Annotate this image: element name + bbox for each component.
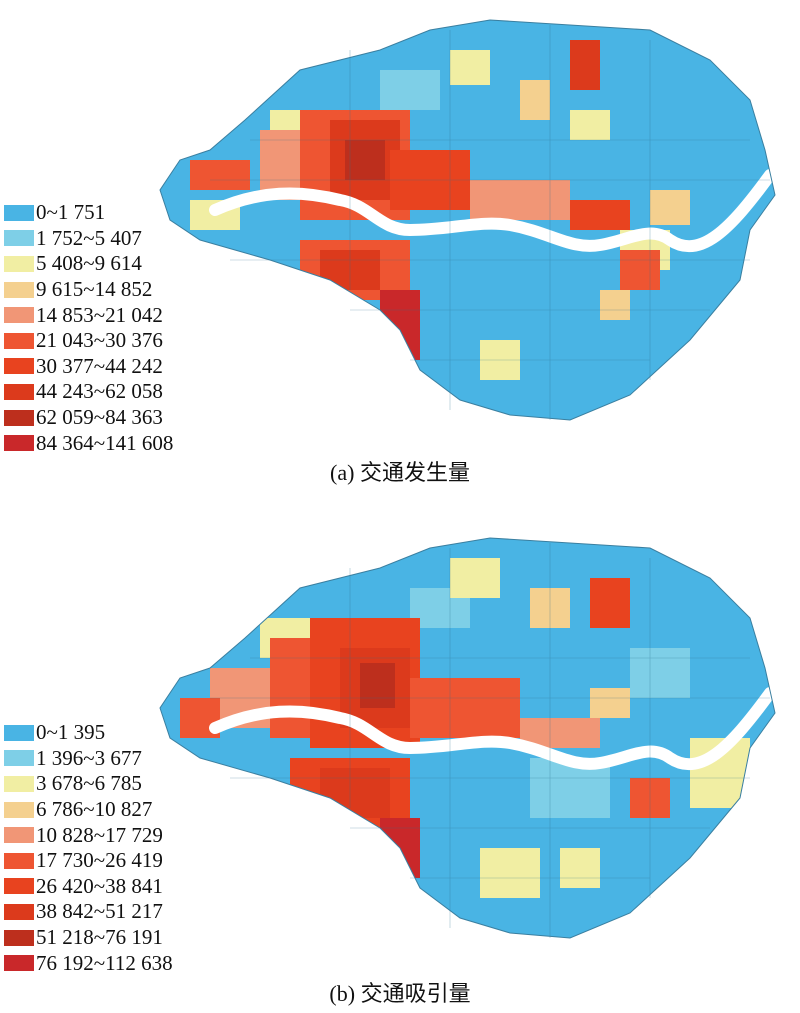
legend-swatch [4, 775, 34, 792]
panel-trip-attraction: 0~1 395 1 396~3 677 3 678~6 785 6 786~10… [0, 518, 800, 1013]
legend-label: 9 615~14 852 [36, 277, 153, 302]
choropleth-map-attraction [159, 537, 776, 939]
legend-item: 1 752~5 407 [4, 226, 173, 252]
legend-item: 51 218~76 191 [4, 925, 173, 951]
caption-generation: (a) 交通发生量 [330, 460, 470, 485]
legend-generation: 0~1 751 1 752~5 407 5 408~9 614 9 615~14… [4, 200, 173, 456]
legend-label: 30 377~44 242 [36, 353, 163, 378]
legend-label: 21 043~30 376 [36, 328, 163, 353]
legend-swatch [4, 409, 34, 426]
legend-swatch [4, 878, 34, 895]
legend-item: 10 828~17 729 [4, 822, 173, 848]
legend-swatch [4, 383, 34, 400]
legend-swatch [4, 281, 34, 298]
caption-attraction: (b) 交通吸引量 [329, 981, 471, 1006]
legend-label: 26 420~38 841 [36, 873, 163, 898]
legend-swatch [4, 307, 34, 324]
legend-label: 1 752~5 407 [36, 225, 142, 250]
legend-label: 51 218~76 191 [36, 925, 163, 950]
legend-swatch [4, 801, 34, 818]
legend-item: 76 192~112 638 [4, 950, 173, 976]
legend-swatch [4, 852, 34, 869]
legend-item: 6 786~10 827 [4, 797, 173, 823]
legend-item: 5 408~9 614 [4, 251, 173, 277]
legend-label: 38 842~51 217 [36, 899, 163, 924]
legend-label: 0~1 395 [36, 720, 106, 745]
legend-swatch [4, 724, 34, 741]
legend-label: 1 396~3 677 [36, 745, 142, 770]
legend-item: 21 043~30 376 [4, 328, 173, 354]
legend-item: 26 420~38 841 [4, 874, 173, 900]
legend-item: 38 842~51 217 [4, 899, 173, 925]
legend-item: 3 678~6 785 [4, 771, 173, 797]
panel-trip-generation: 0~1 751 1 752~5 407 5 408~9 614 9 615~14… [0, 0, 800, 500]
legend-swatch [4, 929, 34, 946]
legend-item: 62 059~84 363 [4, 405, 173, 431]
legend-swatch [4, 358, 34, 375]
legend-item: 84 364~141 608 [4, 430, 173, 456]
legend-label: 5 408~9 614 [36, 251, 142, 276]
legend-swatch [4, 955, 34, 972]
legend-label: 76 192~112 638 [36, 950, 173, 975]
legend-label: 62 059~84 363 [36, 405, 163, 430]
legend-swatch [4, 435, 34, 452]
legend-swatch [4, 230, 34, 247]
legend-attraction: 0~1 395 1 396~3 677 3 678~6 785 6 786~10… [4, 720, 173, 976]
legend-item: 17 730~26 419 [4, 848, 173, 874]
legend-item: 44 243~62 058 [4, 379, 173, 405]
legend-label: 44 243~62 058 [36, 379, 163, 404]
legend-label: 6 786~10 827 [36, 797, 153, 822]
legend-label: 14 853~21 042 [36, 302, 163, 327]
legend-label: 0~1 751 [36, 200, 106, 225]
legend-item: 1 396~3 677 [4, 746, 173, 772]
legend-label: 3 678~6 785 [36, 771, 142, 796]
legend-label: 84 364~141 608 [36, 430, 174, 455]
legend-item: 30 377~44 242 [4, 354, 173, 380]
legend-item: 0~1 751 [4, 200, 173, 226]
legend-swatch [4, 827, 34, 844]
legend-label: 10 828~17 729 [36, 822, 163, 847]
legend-item: 14 853~21 042 [4, 302, 173, 328]
legend-swatch [4, 903, 34, 920]
legend-swatch [4, 750, 34, 767]
legend-label: 17 730~26 419 [36, 848, 163, 873]
legend-swatch [4, 204, 34, 221]
legend-swatch [4, 255, 34, 272]
choropleth-map-generation [159, 19, 776, 421]
legend-item: 9 615~14 852 [4, 277, 173, 303]
legend-swatch [4, 332, 34, 349]
legend-item: 0~1 395 [4, 720, 173, 746]
